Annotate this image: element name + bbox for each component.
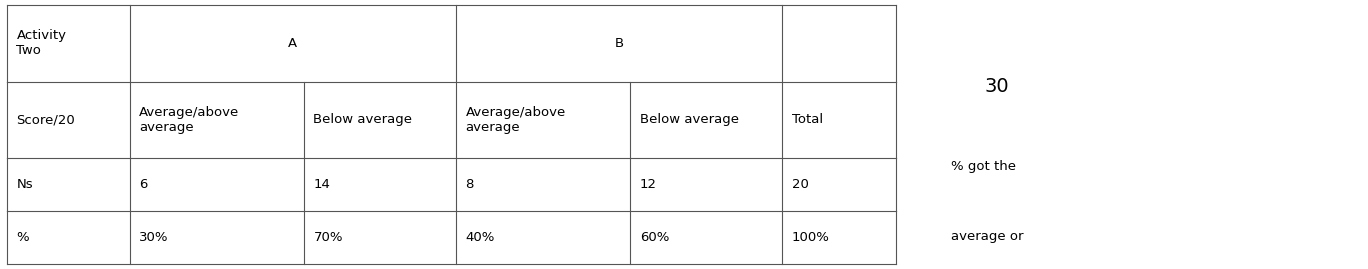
Text: Total: Total [792,113,824,126]
Text: %: % [16,231,29,244]
Text: 100%: 100% [792,231,829,244]
Text: 30%: 30% [140,231,168,244]
Text: B: B [614,37,624,50]
Text: Average/above
average: Average/above average [465,106,566,134]
Text: 30: 30 [985,77,1010,95]
Text: 8: 8 [465,178,473,191]
Text: Ns: Ns [16,178,33,191]
Text: Below average: Below average [640,113,739,126]
Text: Below average: Below average [313,113,412,126]
Text: Activity
Two: Activity Two [16,30,67,58]
Text: 20: 20 [792,178,808,191]
Text: 40%: 40% [465,231,495,244]
Text: Score/20: Score/20 [16,113,75,126]
Text: 60%: 60% [640,231,669,244]
Text: 6: 6 [140,178,148,191]
Text: 12: 12 [640,178,657,191]
Text: 14: 14 [313,178,330,191]
Text: Average/above
average: Average/above average [140,106,239,134]
Text: 70%: 70% [313,231,343,244]
Text: A: A [289,37,297,50]
Text: average or: average or [951,230,1023,243]
Text: % got the: % got the [951,160,1016,173]
